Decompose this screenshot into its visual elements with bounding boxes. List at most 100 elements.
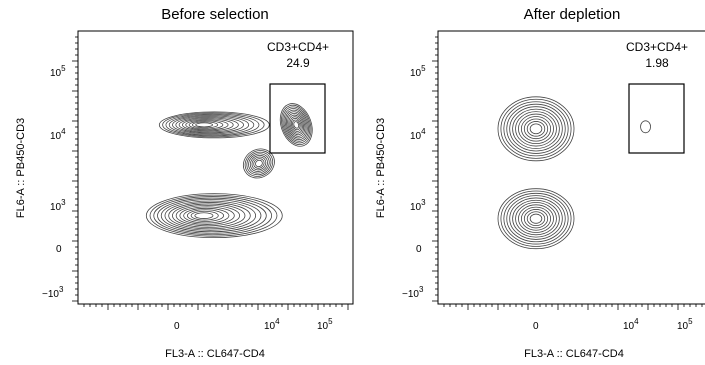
contour-line xyxy=(506,195,566,243)
contour-line xyxy=(185,119,229,131)
xtick-1e4-before: 104 xyxy=(264,317,280,332)
ytick-0-after: 0 xyxy=(416,244,422,255)
ytick-1e4-after: 104 xyxy=(410,127,426,142)
contour-line xyxy=(168,114,255,136)
y-axis-label-before: FL6-A :: PB450-CD3 xyxy=(15,118,27,218)
xtick-0-after: 0 xyxy=(533,321,539,332)
contour-line xyxy=(175,204,241,227)
xtick-1e5-before: 105 xyxy=(317,317,333,332)
contour-line xyxy=(183,207,230,224)
contour-line xyxy=(255,159,263,168)
contour-line xyxy=(529,123,543,135)
contour-line xyxy=(526,121,546,137)
contour-line xyxy=(178,117,239,133)
contour-line xyxy=(497,96,575,162)
x-axis-label-before: FL3-A :: CL647-CD4 xyxy=(165,348,265,360)
contour-line xyxy=(168,202,251,230)
chart-title-before: Before selection xyxy=(161,6,269,23)
panel-before-selection: Before selection CD3+CD4+ 24.9 105 104 1… xyxy=(15,6,354,360)
plot-frame-before xyxy=(77,30,354,305)
contour-line xyxy=(157,197,267,234)
contour-line xyxy=(515,111,557,147)
contour-line xyxy=(284,109,308,141)
axis-ticks xyxy=(72,36,703,310)
contour-line xyxy=(149,194,278,237)
contour-line xyxy=(289,116,303,134)
contour-line xyxy=(518,113,554,144)
contour-line xyxy=(287,113,306,137)
contour-line xyxy=(191,121,219,129)
contour-line xyxy=(253,158,265,169)
gate-name-after: CD3+CD4+ xyxy=(626,40,688,54)
contour-line xyxy=(512,199,560,238)
xtick-1e5-after: 105 xyxy=(677,317,693,332)
ytick-1e5-before: 105 xyxy=(50,64,66,79)
contour-line xyxy=(503,101,569,157)
contour-line xyxy=(503,192,569,245)
contour-line xyxy=(194,212,214,219)
ytick-0-before: 0 xyxy=(56,244,62,255)
contour-line xyxy=(145,193,283,239)
gate-percent-before: 24.9 xyxy=(286,56,310,70)
contour-line xyxy=(249,154,268,172)
contour-line xyxy=(500,98,572,159)
ytick-1e3-before: 103 xyxy=(50,198,66,213)
contour-line xyxy=(529,213,543,224)
contour-line xyxy=(160,199,262,233)
ytick-1e5-after: 105 xyxy=(410,64,426,79)
gate-rectangle-after xyxy=(628,83,685,154)
contour-line xyxy=(172,115,250,135)
contour-line xyxy=(523,118,549,140)
contour-line xyxy=(164,200,257,231)
contour-line xyxy=(279,103,313,147)
plot-frame-after xyxy=(437,30,705,305)
contour-line xyxy=(526,211,546,227)
ytick-neg1e3-before: −103 xyxy=(42,285,64,300)
chart-title-after: After depletion xyxy=(524,6,621,23)
contour-line xyxy=(242,148,275,179)
contour-line xyxy=(520,206,552,231)
contour-line xyxy=(293,121,300,129)
contour-line xyxy=(282,106,311,144)
contour-line xyxy=(175,116,244,134)
contour-line xyxy=(288,114,305,136)
contour-line xyxy=(281,104,312,145)
contour-line xyxy=(179,206,235,225)
contour-line xyxy=(244,150,274,177)
contour-line xyxy=(248,153,270,174)
contour-line xyxy=(640,120,651,134)
x-axis-label-after: FL3-A :: CL647-CD4 xyxy=(524,348,624,360)
contour-line xyxy=(190,210,219,221)
gate-percent-after: 1.98 xyxy=(645,56,669,70)
contour-line xyxy=(512,108,560,149)
gate-name-before: CD3+CD4+ xyxy=(267,40,329,54)
contour-line xyxy=(515,202,557,236)
y-axis-label-after: FL6-A :: PB450-CD3 xyxy=(375,118,387,218)
contour-line xyxy=(518,204,554,233)
contour-line xyxy=(509,106,563,152)
contour-line xyxy=(188,120,224,130)
contour-line xyxy=(165,113,260,137)
gate-rectangle-before xyxy=(269,83,326,154)
contour-line xyxy=(251,156,267,171)
contour-line xyxy=(283,108,309,142)
contour-line xyxy=(286,111,307,139)
ytick-1e4-before: 104 xyxy=(50,127,66,142)
contour-line xyxy=(172,203,246,228)
contour-line xyxy=(500,190,572,247)
ytick-neg1e3-after: −103 xyxy=(402,285,424,300)
ytick-1e3-after: 103 xyxy=(410,198,426,213)
contours-after xyxy=(497,96,651,250)
contour-line xyxy=(292,119,301,131)
contour-line xyxy=(290,117,302,132)
contour-line xyxy=(509,197,563,240)
contour-line xyxy=(195,122,214,128)
contour-line xyxy=(182,118,234,132)
contour-line xyxy=(520,116,552,142)
contour-line xyxy=(186,209,225,222)
contour-line xyxy=(158,111,270,139)
xtick-1e4-after: 104 xyxy=(623,317,639,332)
contour-line xyxy=(506,103,566,154)
contour-line xyxy=(523,209,549,229)
